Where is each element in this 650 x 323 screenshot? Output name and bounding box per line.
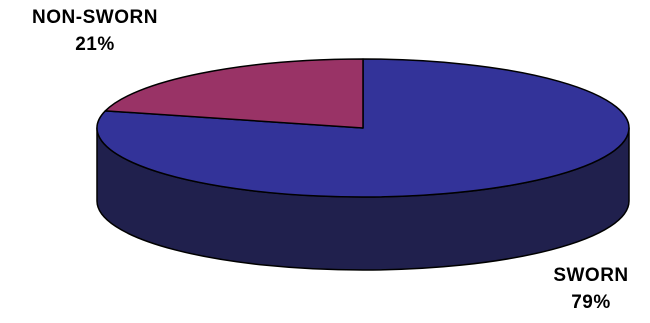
pie-slice-non-sworn [104,58,364,129]
slice-name-sworn: SWORN [553,265,629,286]
pie-top-layer [96,58,630,198]
slice-label-sworn: SWORN 79% [532,262,650,316]
slice-label-non-sworn: NON-SWORN 21% [0,4,190,58]
slice-value-non-sworn: 21% [75,34,115,55]
slice-name-non-sworn: NON-SWORN [32,7,158,28]
slice-value-sworn: 79% [571,292,611,313]
